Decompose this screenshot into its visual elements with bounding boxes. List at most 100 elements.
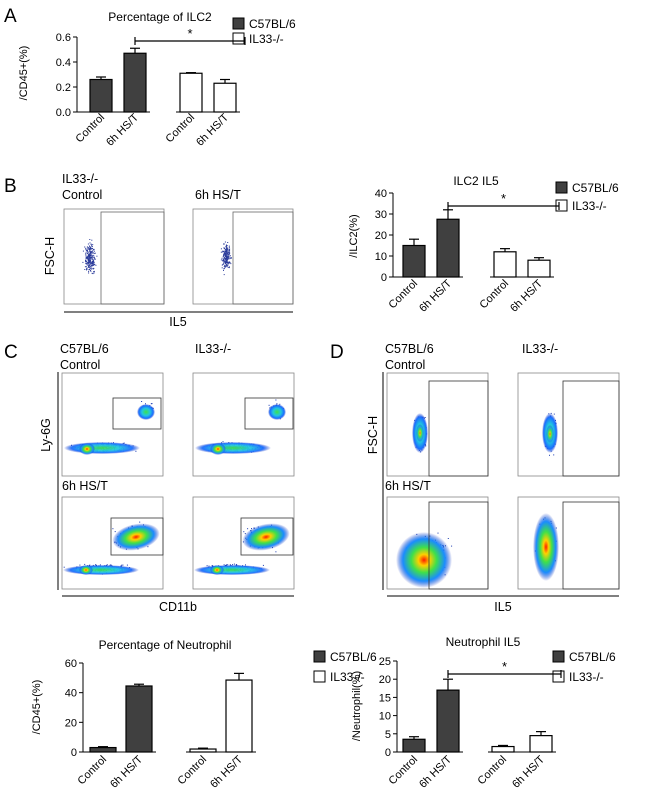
event-dot bbox=[88, 251, 90, 253]
event-dot bbox=[230, 263, 232, 265]
event-dot bbox=[89, 256, 91, 258]
event-dot bbox=[88, 248, 90, 250]
event-dot bbox=[223, 564, 225, 566]
event-dot bbox=[91, 239, 93, 241]
event-dot bbox=[88, 253, 90, 255]
y-tick-label: 0.4 bbox=[56, 57, 71, 69]
flow-c-cond1: Control bbox=[60, 358, 100, 372]
event-dot bbox=[92, 244, 94, 246]
event-dot bbox=[90, 262, 92, 264]
event-dot bbox=[90, 248, 92, 250]
event-dot bbox=[110, 564, 112, 566]
event-dot bbox=[94, 252, 96, 254]
event-dot bbox=[223, 255, 224, 257]
event-dot bbox=[226, 248, 228, 250]
event-dot bbox=[229, 248, 231, 250]
event-dot bbox=[87, 247, 89, 249]
legend-label: C57BL/6 bbox=[572, 181, 619, 195]
bar bbox=[402, 738, 426, 753]
event-dot bbox=[86, 262, 88, 264]
event-dot bbox=[223, 251, 225, 253]
event-dot bbox=[228, 261, 230, 263]
event-dot bbox=[228, 245, 230, 247]
y-tick-label: 10 bbox=[375, 251, 387, 263]
event-dot bbox=[89, 248, 90, 250]
event-dot bbox=[91, 245, 93, 247]
flow-b-events-1 bbox=[82, 239, 98, 275]
y-tick-label: 0 bbox=[385, 747, 391, 759]
event-dot bbox=[91, 265, 93, 267]
event-dot bbox=[279, 403, 281, 405]
flow-c-gate-2 bbox=[244, 397, 294, 430]
event-dot bbox=[82, 261, 84, 263]
event-dot bbox=[90, 260, 91, 262]
event-dot bbox=[92, 261, 93, 263]
event-dot bbox=[91, 252, 93, 254]
event-dot bbox=[87, 264, 89, 266]
event-dot bbox=[228, 250, 230, 252]
event-dot bbox=[211, 565, 213, 566]
event-dot bbox=[245, 564, 246, 566]
event-dot bbox=[114, 531, 116, 533]
event-dot bbox=[92, 256, 94, 258]
event-dot bbox=[89, 264, 90, 266]
event-dot bbox=[221, 251, 223, 253]
event-dot bbox=[89, 261, 91, 263]
flow-c-gate-4 bbox=[240, 517, 294, 556]
y-axis-label: /Neutrophil(%) bbox=[351, 671, 363, 741]
flow-c-strain1: C57BL/6 bbox=[60, 342, 109, 356]
x-tick-label: Control bbox=[164, 112, 198, 146]
flow-c-cond2: 6h HS/T bbox=[62, 479, 108, 493]
event-dot bbox=[84, 269, 86, 270]
event-dot bbox=[88, 256, 90, 258]
event-dot bbox=[228, 266, 230, 268]
event-dot bbox=[247, 528, 249, 530]
event-dot bbox=[126, 564, 128, 566]
legend-label: IL33-/- bbox=[330, 670, 365, 684]
event-dot bbox=[93, 262, 95, 264]
event-dot bbox=[121, 564, 123, 566]
flow-c-gate-3 bbox=[110, 517, 164, 556]
chart-neutrophil-percentage: Percentage of Neutrophil/CD45+(%) 0 20 40 60… bbox=[31, 638, 377, 791]
event-dot bbox=[86, 269, 87, 271]
y-tick-label: 0.6 bbox=[56, 32, 71, 44]
event-dot bbox=[109, 564, 111, 566]
event-dot bbox=[93, 256, 95, 258]
event-dot bbox=[85, 248, 87, 250]
event-dot bbox=[87, 252, 88, 254]
event-dot bbox=[122, 564, 124, 566]
event-dot bbox=[87, 251, 89, 253]
y-tick-label: 0 bbox=[71, 747, 77, 759]
x-tick-label: 6h HS/T bbox=[417, 277, 454, 314]
event-dot bbox=[226, 265, 228, 267]
event-dot bbox=[223, 243, 224, 245]
event-dot bbox=[91, 248, 93, 250]
flow-panel-b: IL33-/- Control 6h HS/T FSC-H IL5 bbox=[43, 172, 294, 329]
flow-b-xlabel: IL5 bbox=[169, 315, 186, 329]
x-tick-label: 6h HS/T bbox=[208, 753, 245, 790]
flow-d-strain1: C57BL/6 bbox=[385, 342, 434, 356]
event-dot bbox=[206, 565, 208, 567]
event-dot bbox=[147, 546, 149, 548]
event-dot bbox=[275, 399, 277, 401]
event-dot bbox=[88, 245, 90, 247]
event-dot bbox=[225, 244, 227, 246]
event-dot bbox=[91, 256, 93, 258]
legend-label: IL33-/- bbox=[572, 199, 607, 213]
event-dot bbox=[92, 250, 94, 252]
event-dot bbox=[226, 261, 228, 263]
event-dot bbox=[89, 268, 91, 270]
event-dot bbox=[92, 262, 94, 264]
event-dot bbox=[79, 564, 81, 566]
flow-d-gate-2 bbox=[562, 380, 620, 477]
event-dot bbox=[224, 263, 226, 265]
event-dot bbox=[227, 254, 229, 256]
event-dot bbox=[223, 269, 224, 271]
event-dot bbox=[251, 528, 252, 530]
x-tick-label: Control bbox=[176, 754, 210, 788]
chart-ilc2-percentage: Percentage of ILC2/CD45+(%) 0.0 0.2 0.4 0.6 C… bbox=[18, 10, 296, 149]
event-dot bbox=[226, 255, 228, 257]
event-dot bbox=[224, 249, 226, 251]
event-dot bbox=[229, 261, 231, 263]
